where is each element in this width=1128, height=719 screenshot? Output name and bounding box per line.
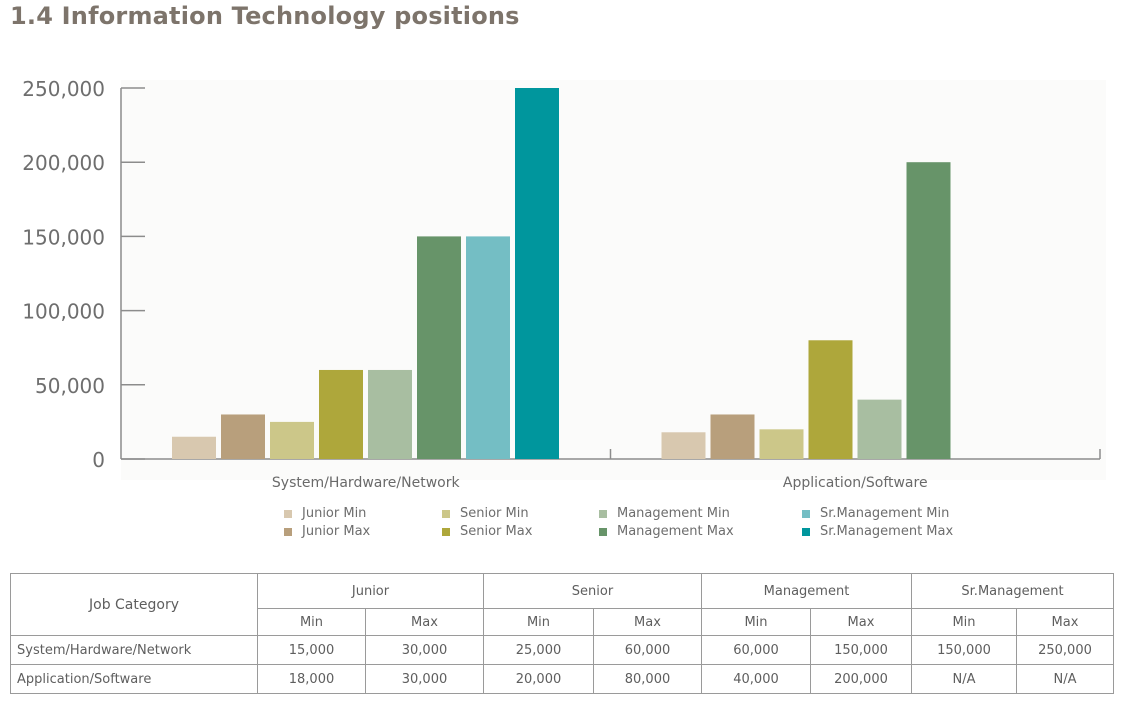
job-category-header: Job Category xyxy=(10,573,258,636)
legend-item: Junior Max xyxy=(284,524,370,539)
legend-swatch xyxy=(442,527,450,536)
x-tick-label: Application/Software xyxy=(783,475,928,491)
legend-swatch xyxy=(802,527,810,536)
table-cell: 20,000 xyxy=(483,664,594,694)
legend-item: Junior Min xyxy=(284,506,366,521)
bar xyxy=(368,369,412,459)
bar xyxy=(466,236,510,459)
bar xyxy=(661,432,706,459)
row-category: System/Hardware/Network xyxy=(10,635,258,665)
legend-swatch xyxy=(599,509,607,518)
table-cell: 40,000 xyxy=(701,664,811,694)
bar xyxy=(319,369,363,459)
legend-label: Management Max xyxy=(617,524,734,539)
bar xyxy=(808,340,853,459)
legend-swatch xyxy=(802,509,810,518)
legend-swatch xyxy=(599,527,607,536)
table-cell: 18,000 xyxy=(257,664,366,694)
table-cell: 60,000 xyxy=(593,635,702,665)
legend-label: Management Min xyxy=(617,506,730,521)
legend-label: Sr.Management Max xyxy=(820,524,954,539)
bar xyxy=(906,162,951,459)
bar xyxy=(710,414,755,459)
legend-label: Sr.Management Min xyxy=(820,506,950,521)
legend-item: Senior Max xyxy=(442,524,532,539)
legend-item: Sr.Management Max xyxy=(802,524,953,539)
page-title: 1.4 Information Technology positions xyxy=(10,2,520,30)
table-cell: 30,000 xyxy=(365,664,484,694)
table-cell: 80,000 xyxy=(593,664,702,694)
legend-label: Junior Min xyxy=(302,506,367,521)
salary-table: Job Category Junior Senior Management Sr… xyxy=(10,573,1114,694)
sr-management-max-header: Max xyxy=(1016,608,1114,636)
y-tick-label: 250,000 xyxy=(22,77,105,101)
legend-item: Management Min xyxy=(599,506,730,521)
bar xyxy=(172,436,216,459)
legend-label: Senior Min xyxy=(460,506,529,521)
table-cell: 150,000 xyxy=(911,635,1017,665)
legend-item: Sr.Management Min xyxy=(802,506,949,521)
row-category: Application/Software xyxy=(10,664,258,694)
table-cell: 200,000 xyxy=(810,664,912,694)
table-cell: 150,000 xyxy=(810,635,912,665)
table-row: System/Hardware/Network 15,000 30,000 25… xyxy=(10,635,1114,665)
table-cell: N/A xyxy=(911,664,1017,694)
legend-label: Senior Max xyxy=(460,524,533,539)
bar xyxy=(221,414,265,459)
bar-chart: 0 50,000 100,000 150,000 200,000 250,000 Syste… xyxy=(22,77,1106,491)
sr-management-min-header: Min xyxy=(911,608,1017,636)
table-cell: 25,000 xyxy=(483,635,594,665)
group-header-management: Management xyxy=(701,573,912,609)
table-cell: 30,000 xyxy=(365,635,484,665)
x-tick-label: System/Hardware/Network xyxy=(272,475,461,491)
y-tick-label: 200,000 xyxy=(22,151,105,175)
table-cell: 15,000 xyxy=(257,635,366,665)
plot-area xyxy=(121,80,1106,480)
group-header-senior: Senior xyxy=(483,573,702,609)
legend-swatch xyxy=(284,509,292,518)
legend-item: Senior Min xyxy=(442,506,529,521)
senior-min-header: Min xyxy=(483,608,594,636)
y-tick-label: 50,000 xyxy=(35,374,105,398)
legend-label: Junior Max xyxy=(302,524,371,539)
management-min-header: Min xyxy=(701,608,811,636)
bar xyxy=(270,421,314,459)
legend-swatch xyxy=(284,527,292,536)
bar xyxy=(857,399,902,459)
y-tick-label: 150,000 xyxy=(22,225,105,249)
chart-legend: Junior Min Junior Max Senior Min Senior Max… xyxy=(284,506,984,542)
group-header-sr-management: Sr.Management xyxy=(911,573,1114,609)
table-cell: N/A xyxy=(1016,664,1114,694)
legend-swatch xyxy=(442,509,450,518)
junior-max-header: Max xyxy=(365,608,484,636)
group-header-junior: Junior xyxy=(257,573,484,609)
junior-min-header: Min xyxy=(257,608,366,636)
legend-item: Management Max xyxy=(599,524,734,539)
management-max-header: Max xyxy=(810,608,912,636)
senior-max-header: Max xyxy=(593,608,702,636)
y-tick-label: 0 xyxy=(92,448,105,472)
bar xyxy=(515,88,559,459)
table-cell: 250,000 xyxy=(1016,635,1114,665)
bar xyxy=(417,236,461,459)
table-row: Application/Software 18,000 30,000 20,00… xyxy=(10,664,1114,694)
table-cell: 60,000 xyxy=(701,635,811,665)
y-tick-label: 100,000 xyxy=(22,300,105,324)
bar xyxy=(759,429,804,459)
